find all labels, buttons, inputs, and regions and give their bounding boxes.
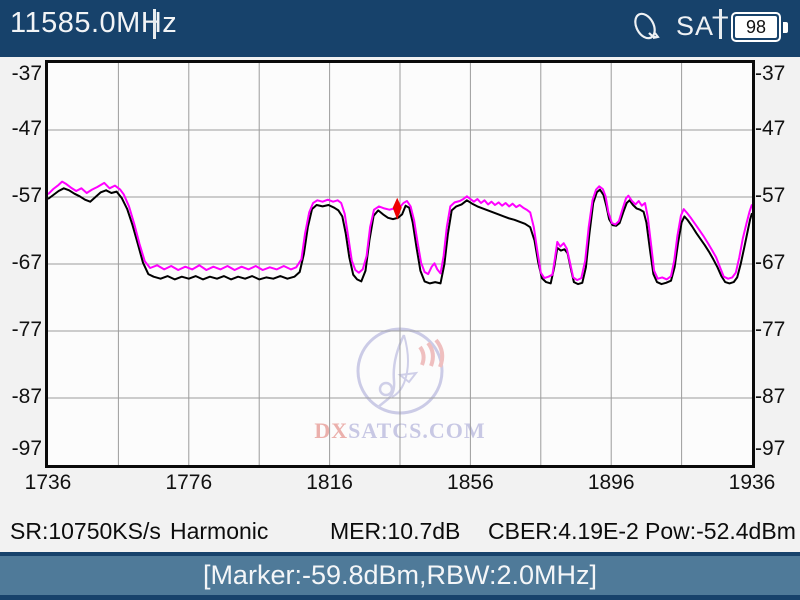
mer-value: MER:10.7dB: [330, 518, 461, 544]
x-axis-label: 1736: [24, 471, 72, 494]
spectrum-svg: [48, 63, 752, 465]
x-axis-label: 1776: [165, 471, 213, 494]
text-cursor: [153, 9, 156, 39]
y-axis-label-left: -47: [11, 117, 42, 140]
watermark-text: DXSATCS.COM: [314, 418, 486, 443]
x-axis-label: 1936: [728, 471, 776, 494]
x-axis-label: 1896: [587, 471, 635, 494]
battery-nub-icon: [783, 22, 788, 33]
marker-arrow[interactable]: [392, 197, 402, 220]
y-axis-label-left: -67: [11, 251, 42, 274]
marker-readout: [Marker:-59.8dBm,RBW:2.0MHz]: [202, 560, 598, 590]
y-axis-label-left: -57: [11, 184, 42, 207]
bottom-edge-strip: [0, 595, 800, 600]
status-bar: SR:10750KS/s Harmonic MER:10.7dB CBER:4.…: [0, 510, 800, 552]
marker-info-bar: [Marker:-59.8dBm,RBW:2.0MHz]: [0, 556, 800, 595]
x-axis-label: 1816: [306, 471, 353, 494]
y-axis-label-left: -77: [11, 318, 42, 341]
header-bar: 11585.0MHz SAT 98: [0, 0, 800, 57]
x-axis-label: 1856: [447, 471, 494, 494]
y-axis-label-right: -97: [755, 437, 786, 460]
live-trace: [48, 187, 752, 286]
satellite-dish-icon: [634, 12, 660, 40]
header-divider: [719, 9, 722, 39]
y-axis-label-right: -77: [755, 318, 786, 341]
power-value: Pow:-52.4dBm: [645, 518, 796, 544]
bottom-divider-line: [0, 552, 800, 556]
battery-level: 98: [735, 16, 777, 38]
y-axis-label-right: -37: [755, 62, 786, 85]
y-axis-label-left: -37: [11, 62, 42, 85]
y-axis-label-right: -57: [755, 184, 786, 207]
frequency-readout[interactable]: 11585.0MHz: [10, 7, 178, 39]
battery-icon: 98: [731, 12, 781, 42]
y-axis-label-right: -47: [755, 117, 786, 140]
max-hold-trace: [48, 180, 752, 282]
spectrum-chart-region: DXSATCS.COM -37 -37 -47 -47 -57 -57 -67 -67 -77 -…: [0, 57, 800, 510]
y-axis-label-left: -97: [11, 437, 42, 460]
mode-value: Harmonic: [170, 518, 269, 544]
watermark: DXSATCS.COM: [300, 325, 500, 444]
symbol-rate-value: SR:10750KS/s: [10, 518, 161, 544]
y-axis-label-left: -87: [11, 385, 42, 408]
y-axis-label-right: -87: [755, 385, 786, 408]
plot-area: [45, 60, 755, 468]
cber-value: CBER:4.19E-2: [488, 518, 639, 544]
y-axis-label-right: -67: [755, 251, 786, 274]
